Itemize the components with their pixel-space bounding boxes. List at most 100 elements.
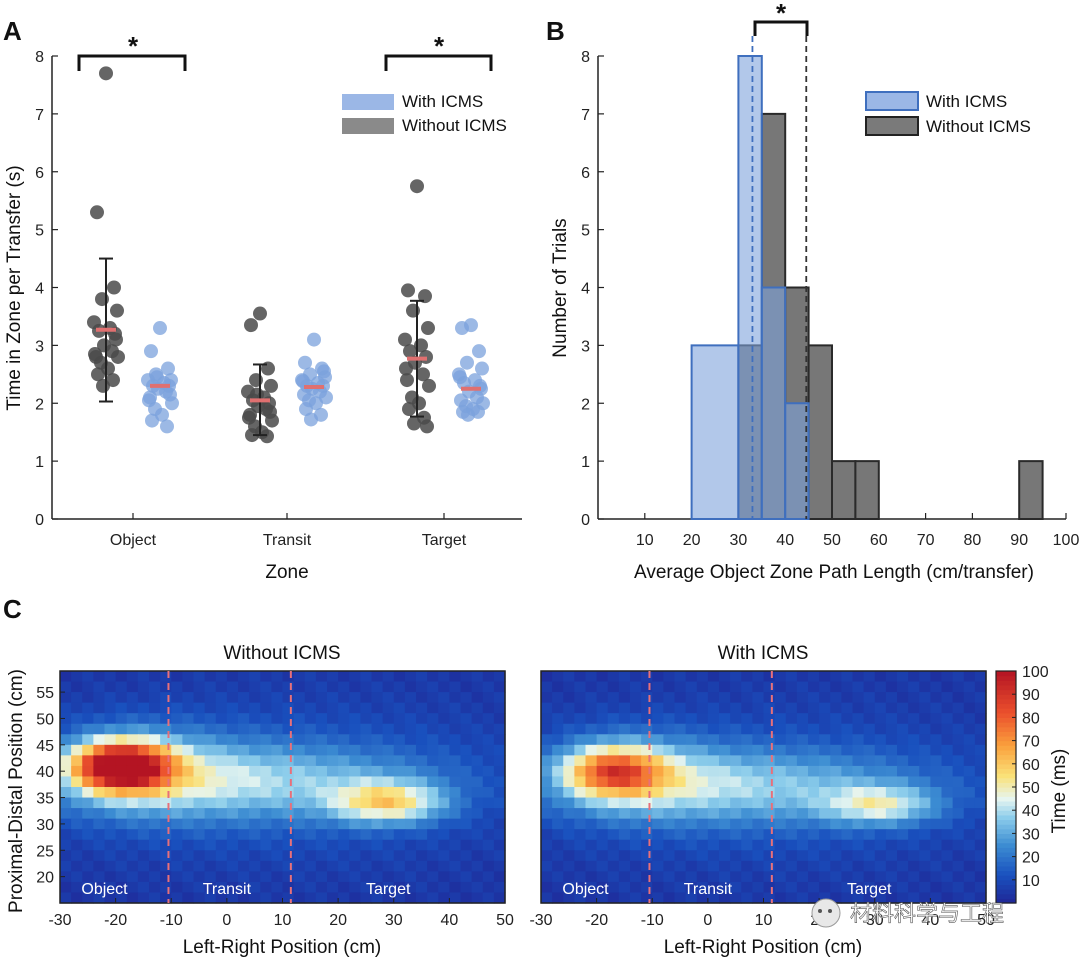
heatmap-cell-without (215, 892, 228, 904)
heatmap-cell-without (382, 797, 395, 809)
heatmap-cell-with (963, 881, 976, 894)
colorbar-segment (996, 879, 1016, 886)
heatmap-cell-without (182, 818, 195, 830)
heatmap-cell-with (607, 871, 620, 883)
heatmap-cell-without (182, 692, 195, 704)
heatmap-cell-without (371, 776, 384, 788)
heatmap-cell-with (785, 839, 798, 851)
heatmap-cell-with (696, 839, 709, 851)
panel-a-point (163, 387, 177, 402)
heatmap-cell-without (182, 797, 195, 809)
heatmap-cell-without (338, 713, 350, 725)
heatmap-cell-without (427, 871, 439, 883)
heatmap-cell-with (808, 765, 820, 778)
heatmap-cell-without (338, 839, 350, 851)
heatmap-cell-without (193, 892, 206, 904)
heatmap-cell-without (471, 734, 484, 746)
heatmap-cell-without (349, 871, 361, 883)
heatmap-cell-with (730, 713, 742, 725)
heatmap-xtick-label: -10 (641, 912, 664, 929)
heatmap-cell-with (618, 881, 631, 894)
heatmap-cell-without (460, 892, 473, 904)
heatmap-cell-with (707, 702, 720, 714)
heatmap-cell-without (60, 808, 72, 820)
heatmap-cell-without (204, 860, 217, 872)
heatmap-cell-without (416, 839, 428, 851)
heatmap-cell-with (852, 692, 865, 704)
heatmap-cell-with (696, 829, 709, 841)
colorbar-tick-label: 30 (1022, 826, 1040, 843)
heatmap-cell-without (149, 702, 161, 714)
panel-a-point (150, 370, 164, 385)
heatmap-cell-with (874, 702, 887, 714)
heatmap-cell-with (607, 671, 620, 683)
heatmap-cell-with (752, 681, 765, 693)
heatmap-cell-with (652, 744, 664, 756)
heatmap-cell-without (427, 755, 439, 767)
heatmap-cell-without (126, 829, 139, 841)
heatmap-cell-with (607, 734, 620, 746)
heatmap-cell-with (563, 797, 575, 809)
heatmap-cell-without (349, 808, 361, 820)
colorbar-segment (996, 842, 1016, 848)
heatmap-cell-without (60, 797, 72, 809)
heatmap-cell-with (630, 892, 642, 904)
heatmap-cell-with (941, 818, 954, 830)
heatmap-cell-without (204, 681, 217, 693)
heatmap-cell-without (238, 723, 250, 735)
heatmap-cell-without (471, 818, 484, 830)
heatmap-cell-without (182, 744, 195, 756)
heatmap-cell-with (596, 681, 609, 693)
heatmap-cell-with (574, 776, 587, 788)
heatmap-cell-with (707, 734, 720, 746)
heatmap-cell-with (796, 850, 809, 862)
heatmap-cell-without (193, 734, 206, 746)
heatmap-cell-with (796, 681, 809, 693)
heatmap-cell-with (674, 713, 687, 725)
heatmap-cell-without (271, 713, 284, 725)
heatmap-cell-with (785, 692, 798, 704)
heatmap-cell-without (304, 787, 317, 799)
heatmap-cell-without (393, 681, 406, 693)
heatmap-cell-with (674, 829, 687, 841)
heatmap-cell-with (974, 787, 987, 799)
heatmap-cell-without (260, 744, 272, 756)
heatmap-cell-with (941, 776, 954, 788)
heatmap-cell-without (427, 702, 439, 714)
heatmap-cell-with (796, 713, 809, 725)
heatmap-cell-without (215, 829, 228, 841)
heatmap-cell-with (541, 860, 553, 872)
heatmap-cell-without (304, 850, 317, 862)
heatmap-cell-with (641, 671, 653, 683)
heatmap-cell-with (596, 892, 609, 904)
heatmap-cell-with (919, 744, 931, 756)
heatmap-cell-without (137, 818, 150, 830)
heatmap-cell-with (674, 892, 687, 904)
heatmap-cell-without (416, 671, 428, 683)
heatmap-cell-with (885, 829, 898, 841)
heatmap-cell-with (563, 829, 575, 841)
heatmap-cell-with (730, 829, 742, 841)
heatmap-cell-without (60, 713, 72, 725)
heatmap-cell-with (852, 702, 865, 714)
colorbar-segment (996, 740, 1016, 746)
heatmap-cell-without (482, 765, 495, 778)
heatmap-cell-with (618, 702, 631, 714)
panel-b-ytick-label: 1 (581, 454, 590, 471)
heatmap-cell-without (271, 787, 284, 799)
heatmap-cell-without (93, 713, 106, 725)
heatmap-cell-without (171, 797, 183, 809)
heatmap-cell-without (238, 797, 250, 809)
heatmap-cell-with (741, 734, 753, 746)
heatmap-cell-without (393, 797, 406, 809)
heatmap-cell-without (171, 755, 183, 767)
heatmap-cell-without (382, 692, 395, 704)
heatmap-cell-without (215, 713, 228, 725)
heatmap-cell-without (493, 892, 506, 904)
heatmap-cell-with (908, 681, 920, 693)
heatmap-cell-with (552, 797, 564, 809)
heatmap-cell-without (115, 881, 128, 894)
heatmap-cell-without (204, 808, 217, 820)
heatmap-cell-without (449, 723, 462, 735)
heatmap-cell-without (137, 692, 150, 704)
